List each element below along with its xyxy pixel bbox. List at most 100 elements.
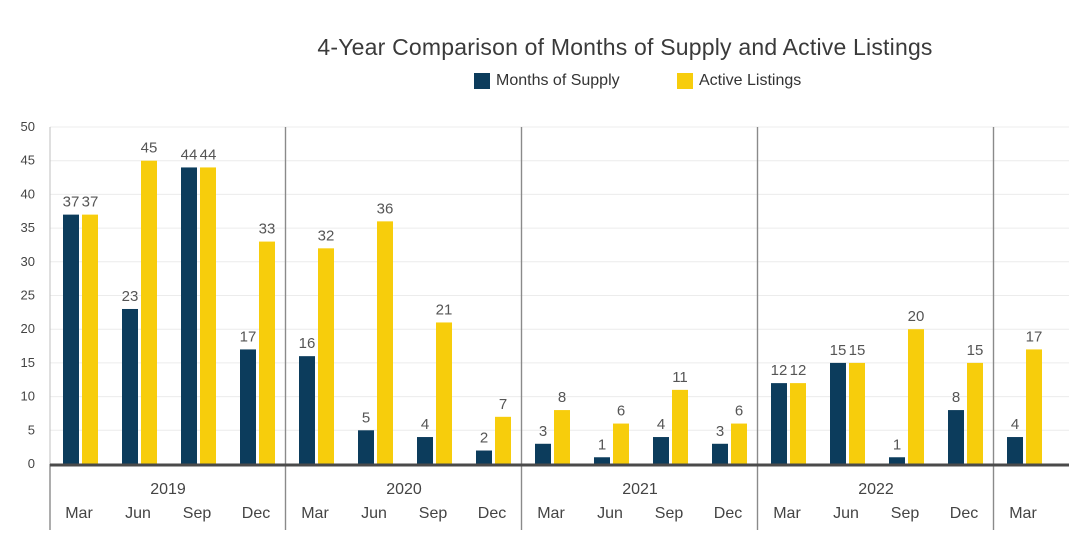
bar-active-listings xyxy=(82,214,98,464)
x-month-label: Dec xyxy=(950,505,978,522)
data-label: 6 xyxy=(617,403,625,420)
data-label: 3 xyxy=(716,423,724,440)
x-month-label: Sep xyxy=(183,505,212,522)
data-label: 12 xyxy=(771,362,788,379)
data-label: 23 xyxy=(122,288,139,305)
bar-active-listings xyxy=(731,423,747,464)
bar-active-listings xyxy=(200,167,216,464)
y-tick-label: 25 xyxy=(21,288,35,303)
y-tick-label: 30 xyxy=(21,254,35,269)
data-label: 3 xyxy=(539,423,547,440)
bar-active-listings xyxy=(318,248,334,464)
bar-months-of-supply xyxy=(122,308,138,464)
data-label: 4 xyxy=(657,416,665,433)
y-tick-label: 35 xyxy=(21,220,35,235)
bar-months-of-supply xyxy=(830,362,846,464)
bar-active-listings xyxy=(672,389,688,464)
data-label: 36 xyxy=(377,200,394,217)
x-month-label: Sep xyxy=(419,505,448,522)
x-month-label: Mar xyxy=(1009,505,1037,522)
data-label: 4 xyxy=(421,416,429,433)
data-label: 37 xyxy=(63,194,80,211)
x-month-label: Jun xyxy=(361,505,387,522)
bar-months-of-supply xyxy=(535,443,551,464)
x-month-label: Sep xyxy=(655,505,684,522)
legend-item-active-listings: Active Listings xyxy=(677,72,801,90)
data-label: 45 xyxy=(141,140,158,157)
bar-months-of-supply xyxy=(417,437,433,464)
bar-months-of-supply xyxy=(1007,437,1023,464)
bar-months-of-supply xyxy=(889,457,905,464)
bar-active-listings xyxy=(495,416,511,464)
data-label: 37 xyxy=(82,194,99,211)
y-tick-label: 40 xyxy=(21,186,35,201)
legend-label-active-listings: Active Listings xyxy=(699,72,802,89)
bar-active-listings xyxy=(613,423,629,464)
y-tick-label: 20 xyxy=(21,321,35,336)
bar-months-of-supply xyxy=(181,167,197,464)
bar-active-listings xyxy=(1026,349,1042,464)
x-month-label: Mar xyxy=(773,505,801,522)
bar-active-listings xyxy=(554,410,570,464)
x-month-label: Dec xyxy=(242,505,270,522)
data-label: 17 xyxy=(240,328,257,345)
data-label: 17 xyxy=(1026,328,1043,345)
bar-active-listings xyxy=(141,160,157,464)
bar-active-listings xyxy=(790,383,806,464)
legend: Months of Supply Active Listings xyxy=(0,72,1069,96)
y-tick-label: 10 xyxy=(21,389,35,404)
bar-months-of-supply xyxy=(476,450,492,464)
x-year-label: 2022 xyxy=(858,481,894,498)
legend-item-months-of-supply: Months of Supply xyxy=(474,72,620,90)
legend-swatch-months-of-supply xyxy=(474,73,490,89)
data-label: 21 xyxy=(436,301,453,318)
y-tick-label: 5 xyxy=(28,422,35,437)
y-tick-label: 50 xyxy=(21,119,35,134)
bar-active-listings xyxy=(377,221,393,464)
bar-active-listings xyxy=(259,241,275,464)
bar-months-of-supply xyxy=(358,430,374,464)
x-month-label: Dec xyxy=(714,505,742,522)
data-label: 20 xyxy=(908,308,925,325)
bar-active-listings xyxy=(908,329,924,464)
data-label: 8 xyxy=(952,389,960,406)
data-label: 15 xyxy=(830,342,847,359)
x-month-label: Sep xyxy=(891,505,920,522)
bar-months-of-supply xyxy=(594,457,610,464)
legend-label-months-of-supply: Months of Supply xyxy=(496,72,620,89)
x-month-label: Mar xyxy=(65,505,93,522)
x-month-label: Jun xyxy=(125,505,151,522)
data-label: 1 xyxy=(893,436,901,453)
data-label: 15 xyxy=(849,342,866,359)
y-tick-label: 15 xyxy=(21,355,35,370)
legend-swatch-active-listings xyxy=(677,73,693,89)
y-tick-label: 0 xyxy=(28,456,35,471)
chart-title: 4-Year Comparison of Months of Supply an… xyxy=(317,34,933,60)
x-month-label: Jun xyxy=(597,505,623,522)
data-label: 8 xyxy=(558,389,566,406)
data-label: 6 xyxy=(735,403,743,420)
data-label: 5 xyxy=(362,409,370,426)
x-year-label: 2021 xyxy=(622,481,658,498)
x-month-label: Dec xyxy=(478,505,506,522)
x-year-label: 2020 xyxy=(386,481,422,498)
bar-months-of-supply xyxy=(948,410,964,464)
x-month-label: Mar xyxy=(537,505,565,522)
bar-months-of-supply xyxy=(653,437,669,464)
bar-months-of-supply xyxy=(299,356,315,464)
bar-active-listings xyxy=(436,322,452,464)
data-label: 7 xyxy=(499,396,507,413)
bar-active-listings xyxy=(849,362,865,464)
bar-months-of-supply xyxy=(63,214,79,464)
x-year-label: 2019 xyxy=(150,481,186,498)
data-label: 44 xyxy=(181,146,198,163)
data-label: 4 xyxy=(1011,416,1019,433)
data-label: 44 xyxy=(200,146,217,163)
data-label: 33 xyxy=(259,221,276,238)
bar-active-listings xyxy=(967,362,983,464)
y-tick-label: 45 xyxy=(21,153,35,168)
data-label: 12 xyxy=(790,362,807,379)
x-month-label: Jun xyxy=(833,505,859,522)
data-label: 32 xyxy=(318,227,335,244)
